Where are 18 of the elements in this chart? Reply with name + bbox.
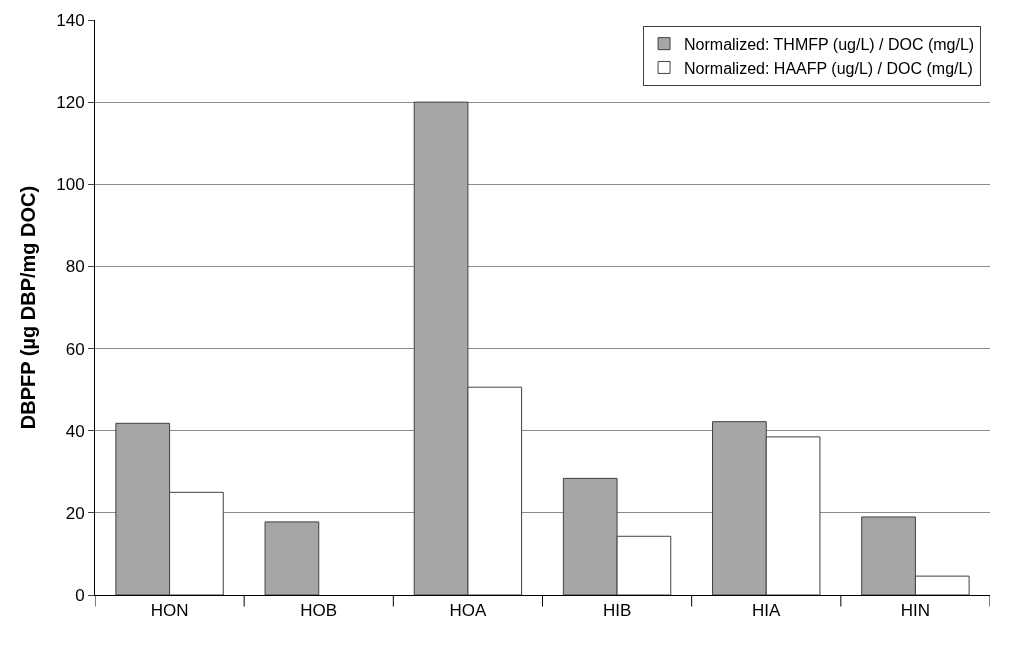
y-tick-label: 140	[56, 10, 85, 30]
x-tick-label: HIN	[900, 601, 931, 621]
legend-label: Normalized: THMFP (ug/L) / DOC (mg/L)	[684, 35, 975, 53]
x-tick-label: HIA	[752, 601, 782, 621]
y-tick-label: 40	[65, 421, 85, 441]
x-tick-label: HOB	[300, 601, 338, 621]
y-axis-title: DBPFP (µg DBP/mg DOC)	[16, 185, 39, 430]
y-tick-label: 80	[65, 257, 85, 277]
y-tick-label: 20	[65, 503, 85, 523]
y-tick-label: 120	[56, 93, 85, 113]
y-tick-label: 0	[75, 585, 85, 605]
x-tick-label: HOA	[449, 601, 487, 621]
bar	[264, 521, 320, 595]
y-tick-label: 100	[56, 175, 85, 195]
y-tick-label: 60	[65, 339, 85, 359]
x-tick-label: HON	[150, 601, 189, 621]
legend-label: Normalized: HAAFP (ug/L) / DOC (mg/L)	[684, 59, 973, 77]
x-tick-label: HIB	[602, 601, 632, 621]
